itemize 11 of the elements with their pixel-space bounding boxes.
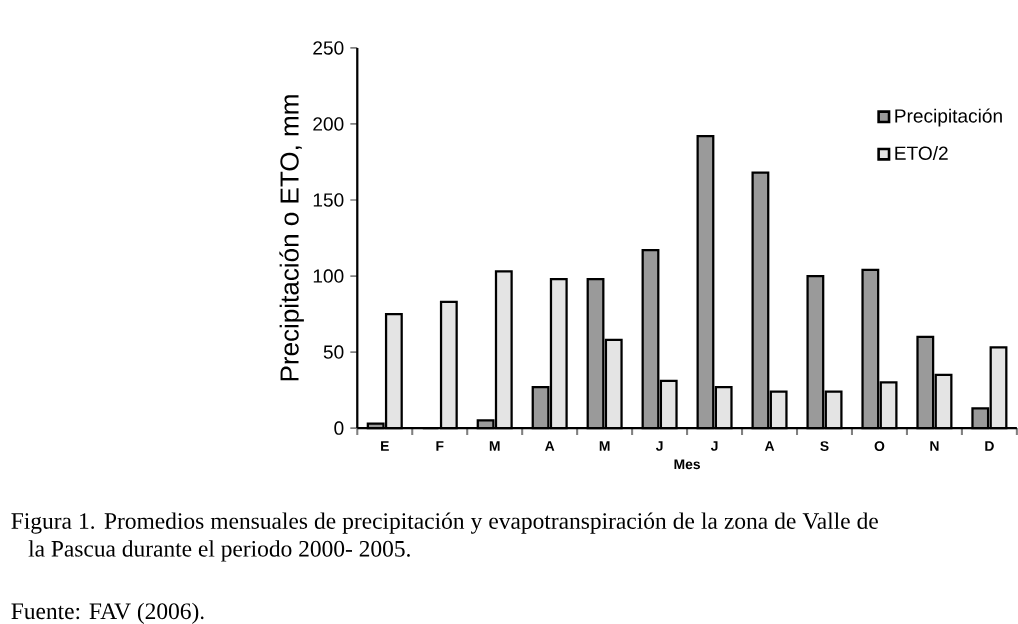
y-tick-label: 0 bbox=[334, 421, 344, 435]
text: Figura 1. Promedios mensuales de precipitación y evapotranspiración de la zona de Valle de la Pascua durante el periodo 2000- 2005. bbox=[11, 512, 878, 562]
y-tick-label: 150 bbox=[313, 193, 344, 207]
y-tick-label: 200 bbox=[313, 117, 344, 131]
y-tick-label: 250 bbox=[313, 41, 344, 55]
legend-label: ETO/2 bbox=[895, 145, 948, 161]
source-note: Fuente: FAV (2006). bbox=[11, 602, 204, 624]
y-tick-label: 100 bbox=[313, 269, 344, 283]
y-tick-label: 50 bbox=[323, 345, 344, 359]
legend-label: Precipitación bbox=[895, 108, 1002, 127]
y-axis-title: Precipitación o ETO, mm bbox=[279, 95, 304, 381]
